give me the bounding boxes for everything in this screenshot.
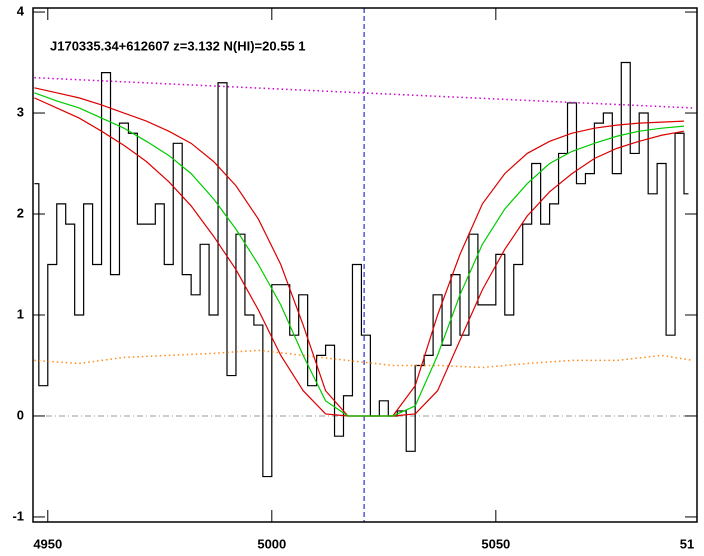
x-tick-label: 51 — [680, 536, 694, 551]
spectrum — [34, 61, 689, 478]
y-tick-label: 3 — [17, 104, 24, 119]
y-tick-label: -1 — [12, 508, 24, 523]
y-tick-label: 1 — [17, 306, 24, 321]
y-tick-label: 4 — [17, 3, 25, 18]
chart-title: J170335.34+612607 z=3.132 N(HI)=20.55 1 — [50, 38, 306, 53]
y-tick-label: 0 — [17, 407, 24, 422]
curve — [34, 87, 685, 417]
y-tick-label: 2 — [17, 205, 24, 220]
x-tick-label: 5000 — [257, 536, 286, 551]
x-tick-label: 5050 — [481, 536, 510, 551]
curve — [34, 76, 694, 109]
curve — [34, 349, 694, 369]
frame — [32, 7, 698, 523]
plot-area — [33, 8, 697, 522]
curve — [34, 92, 685, 417]
x-tick-label: 4950 — [33, 536, 62, 551]
